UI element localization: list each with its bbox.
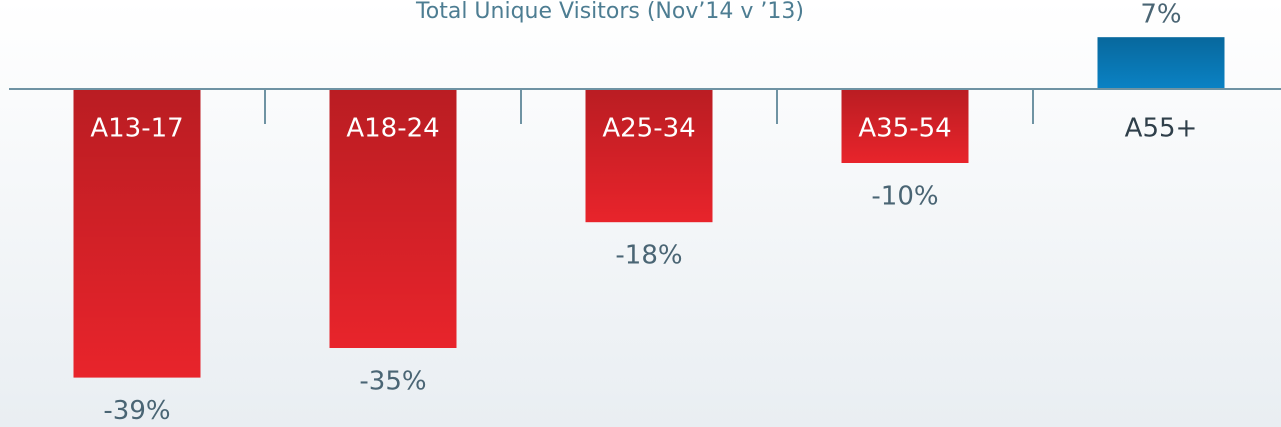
value-label: 7% [1140,0,1181,30]
category-label: A18-24 [346,114,439,144]
category-label: A25-34 [602,114,695,144]
bar-shade [73,89,201,378]
value-label: -18% [615,241,682,271]
category-label: A55+ [1125,114,1198,144]
category-label: A13-17 [90,114,183,144]
category-label: A35-54 [858,114,951,144]
bar-shade [1097,37,1225,89]
bar-shade [329,89,457,348]
bar-shade [841,89,969,163]
value-label: -10% [871,182,938,212]
bar-shade [585,89,713,223]
value-label: -35% [359,367,426,397]
value-label: -39% [103,396,170,426]
chart-title: Total Unique Visitors (Nov’14 v ’13) [415,0,804,24]
